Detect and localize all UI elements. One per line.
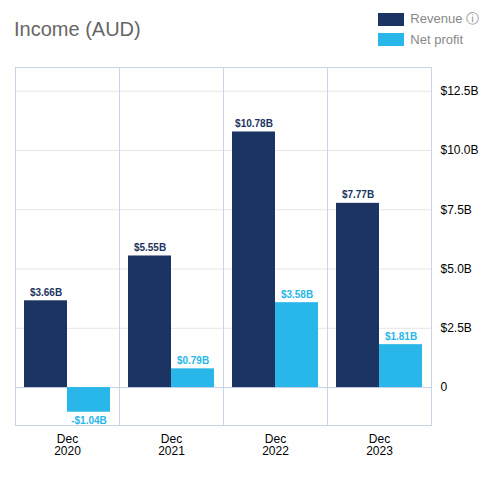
svg-text:$3.66B: $3.66B bbox=[30, 287, 62, 298]
svg-text:0: 0 bbox=[441, 380, 448, 394]
svg-text:$1.81B: $1.81B bbox=[385, 331, 417, 342]
svg-text:Dec2021: Dec2021 bbox=[158, 432, 185, 458]
svg-text:$7.77B: $7.77B bbox=[342, 189, 374, 200]
svg-text:$10.78B: $10.78B bbox=[235, 118, 273, 129]
svg-text:$5.55B: $5.55B bbox=[134, 242, 166, 253]
svg-text:Dec2023: Dec2023 bbox=[366, 432, 393, 458]
svg-text:$5.0B: $5.0B bbox=[441, 262, 472, 276]
html-text:Revenue ⓘ: Revenue ⓘ bbox=[410, 11, 479, 26]
html-text:Income (AUD): Income (AUD) bbox=[14, 18, 141, 40]
svg-text:$10.0B: $10.0B bbox=[441, 143, 479, 157]
svg-text:$3.58B: $3.58B bbox=[281, 289, 313, 300]
svg-text:$2.5B: $2.5B bbox=[441, 321, 472, 335]
svg-text:-$1.04B: -$1.04B bbox=[71, 415, 107, 426]
svg-text:$12.5B: $12.5B bbox=[441, 84, 479, 98]
svg-text:$0.79B: $0.79B bbox=[177, 355, 209, 366]
svg-text:Dec2020: Dec2020 bbox=[54, 432, 81, 458]
svg-text:$7.5B: $7.5B bbox=[441, 203, 472, 217]
svg-text:Dec2022: Dec2022 bbox=[262, 432, 289, 458]
html-text:Net profit: Net profit bbox=[410, 32, 464, 47]
